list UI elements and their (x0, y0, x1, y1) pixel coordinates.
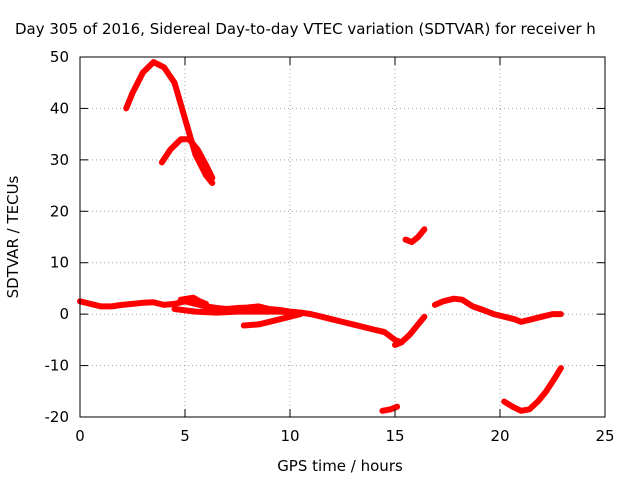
series-arc-bump-early (177, 294, 209, 307)
y-tick-label: 10 (50, 254, 69, 272)
series-arc-recovery (392, 313, 428, 348)
data-series (77, 59, 564, 414)
plot-frame (79, 56, 606, 418)
y-tick-label: 20 (50, 202, 69, 220)
series-arc-evening (431, 295, 564, 325)
x-tick-label: 5 (180, 427, 190, 445)
y-tick-label: 40 (50, 99, 69, 117)
series-arc-late-low (501, 365, 564, 414)
series-arc-mid-peak (158, 136, 216, 181)
y-axis-label: SDTVAR / TECUs (4, 175, 22, 298)
y-tick-label: 50 (50, 48, 69, 66)
y-tick-label: -20 (45, 408, 70, 426)
grid-lines (80, 57, 605, 417)
y-tick-label: 30 (50, 151, 69, 169)
x-axis-label: GPS time / hours (277, 457, 403, 475)
series-arc-jump (402, 226, 428, 246)
y-tick-label: -10 (45, 357, 70, 375)
x-tick-labels: 0 5 10 15 20 25 (75, 427, 614, 445)
series-arc-main-low (77, 298, 405, 346)
y-tick-labels: -20 -10 0 10 20 30 40 50 (45, 48, 70, 426)
chart-title: Day 305 of 2016, Sidereal Day-to-day VTE… (15, 20, 596, 38)
series-arc-dip-morning (240, 311, 304, 329)
x-tick-label: 10 (280, 427, 299, 445)
x-tick-label: 15 (385, 427, 404, 445)
series-arc-secondary-low (171, 306, 304, 316)
y-tick-label: 0 (59, 305, 69, 323)
series-arc-high-peak (123, 59, 216, 186)
axis-ticks (79, 56, 606, 418)
series-arc-short-low (379, 403, 401, 414)
x-tick-label: 0 (75, 427, 85, 445)
x-tick-label: 25 (595, 427, 614, 445)
x-tick-label: 20 (490, 427, 509, 445)
